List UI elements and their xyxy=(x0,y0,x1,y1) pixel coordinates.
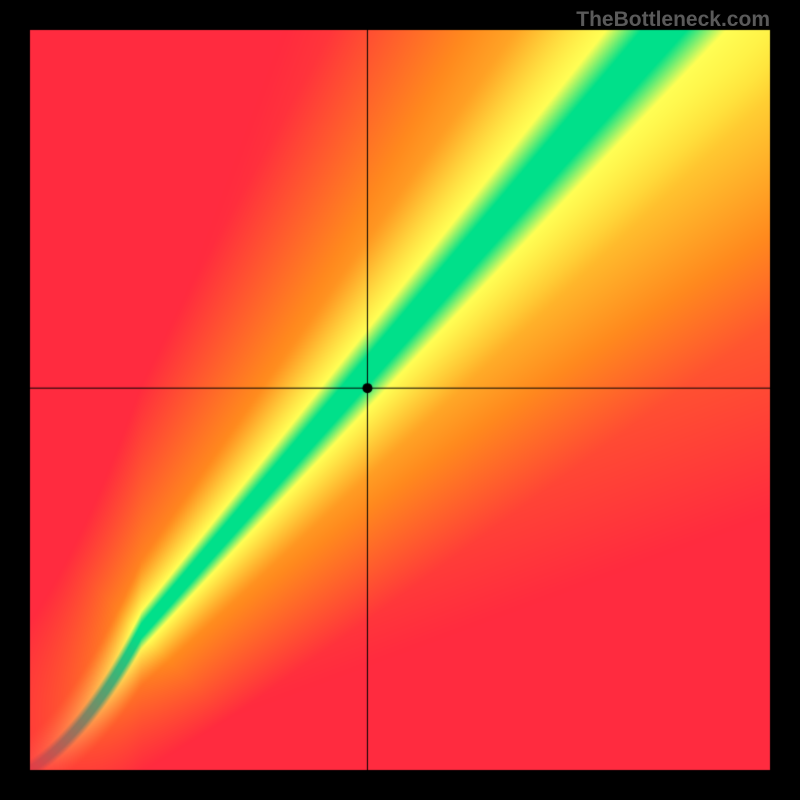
bottleneck-heatmap xyxy=(0,0,800,800)
chart-container: TheBottleneck.com xyxy=(0,0,800,800)
